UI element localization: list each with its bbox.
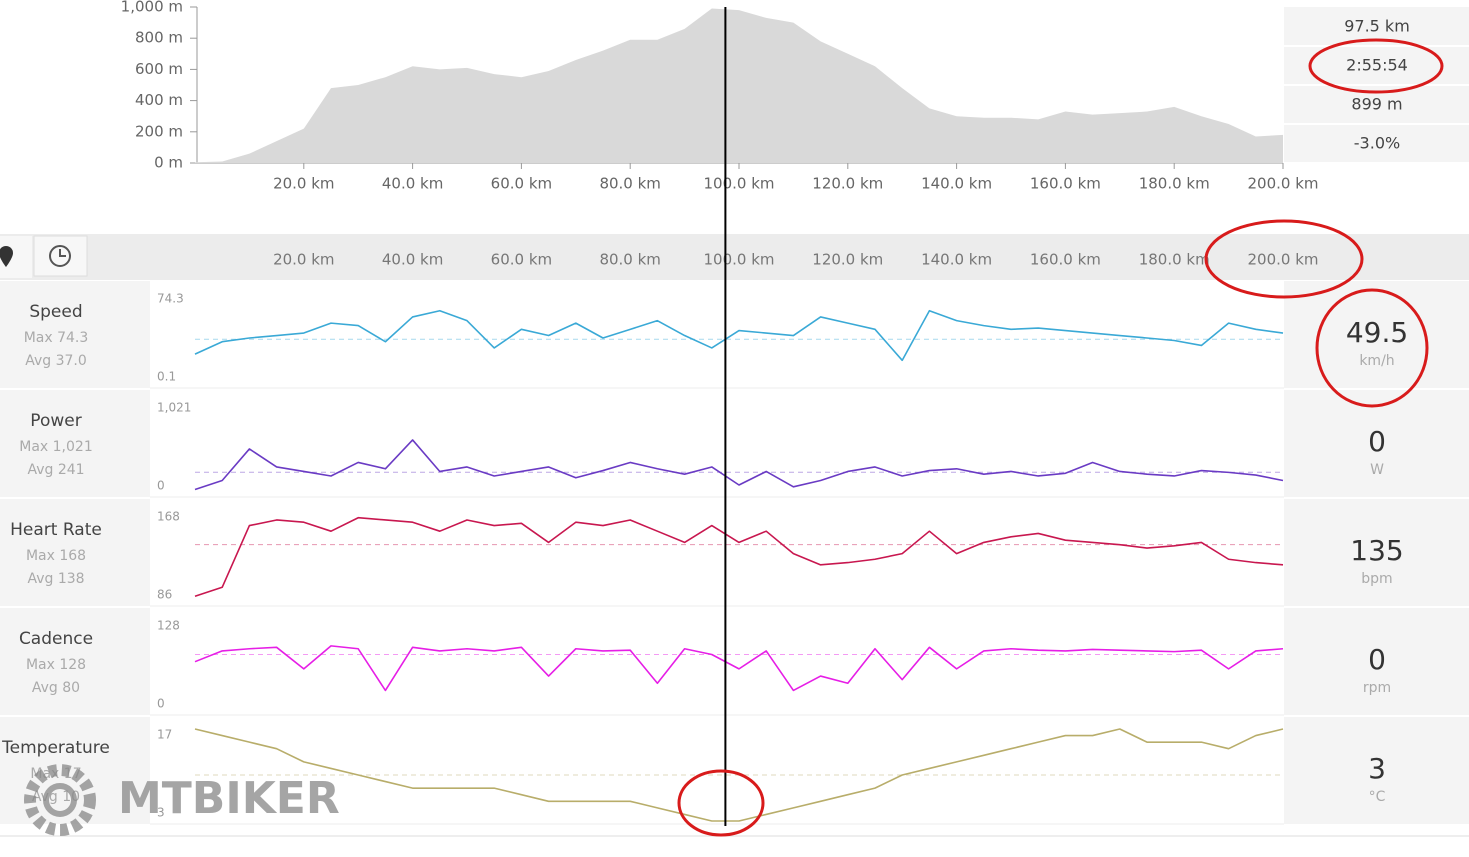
stream-line xyxy=(194,645,1284,692)
annotation-circle xyxy=(1204,219,1364,299)
row-max: Max 74.3 xyxy=(24,330,89,346)
watermark-gear-hub xyxy=(43,783,77,817)
row-label-panel xyxy=(0,281,150,388)
x-tick-label: 160.0 km xyxy=(1030,251,1101,269)
axis-bar xyxy=(0,234,1469,280)
y-tick-label: 86 xyxy=(157,588,172,602)
row-label-panel xyxy=(0,390,150,497)
clock-hands xyxy=(59,249,66,257)
stat-elevation: 899 m xyxy=(1351,95,1402,114)
stream-line xyxy=(194,439,1284,491)
x-tick-label: 100.0 km xyxy=(703,251,774,269)
stream-line xyxy=(194,516,1284,598)
current-value: 3 xyxy=(1368,752,1386,785)
row-avg: Avg 37.0 xyxy=(25,353,87,369)
x-tick-label: 200.0 km xyxy=(1247,175,1318,193)
row-label-panel xyxy=(0,499,150,606)
y-tick-label: 0.1 xyxy=(157,370,176,384)
elevation-area xyxy=(195,8,1283,164)
row-max: Max 168 xyxy=(26,548,86,564)
x-tick-label: 20.0 km xyxy=(273,251,334,269)
stream-line xyxy=(194,728,1284,822)
row-title: Power xyxy=(30,411,81,431)
current-unit: bpm xyxy=(1361,571,1392,587)
x-tick-label: 140.0 km xyxy=(921,251,992,269)
row-title: Temperature xyxy=(1,738,110,758)
y-tick-label: 128 xyxy=(157,619,180,633)
y-tick-label: 3 xyxy=(157,806,165,820)
annotation-circle xyxy=(677,769,765,837)
y-tick-label: 800 m xyxy=(135,29,183,47)
x-tick-label: 20.0 km xyxy=(273,175,334,193)
x-tick-label: 80.0 km xyxy=(599,251,660,269)
current-unit: rpm xyxy=(1363,680,1391,696)
x-tick-label: 60.0 km xyxy=(491,175,552,193)
annotations xyxy=(677,38,1444,837)
current-unit: km/h xyxy=(1359,353,1394,369)
row-avg: Avg 241 xyxy=(27,462,84,478)
annotation-circle xyxy=(1308,38,1444,94)
current-unit: °C xyxy=(1369,789,1386,805)
current-value: 0 xyxy=(1368,643,1386,676)
row-title: Speed xyxy=(29,302,82,322)
x-tick-label: 200.0 km xyxy=(1247,251,1318,269)
watermark-gear xyxy=(24,764,96,836)
annotation-circle xyxy=(1315,288,1429,408)
y-tick-label: 0 xyxy=(157,479,165,493)
current-value: 49.5 xyxy=(1346,316,1408,349)
x-tick-label: 100.0 km xyxy=(703,175,774,193)
current-unit: W xyxy=(1370,462,1384,478)
x-tick-label: 140.0 km xyxy=(921,175,992,193)
row-max: Max 1,021 xyxy=(19,439,92,455)
row-title: Heart Rate xyxy=(10,520,102,540)
row-avg: Avg 80 xyxy=(32,680,80,696)
row-value-panel xyxy=(1284,499,1469,606)
stat-distance: 97.5 km xyxy=(1344,17,1410,36)
y-tick-label: 1,021 xyxy=(157,401,191,415)
x-tick-label: 40.0 km xyxy=(382,251,443,269)
x-tick-label: 80.0 km xyxy=(599,175,660,193)
y-tick-label: 400 m xyxy=(135,91,183,109)
row-max: Max 128 xyxy=(26,657,86,673)
watermark-text: MTBIKER xyxy=(118,773,340,824)
row-value-panel xyxy=(1284,717,1469,824)
y-tick-label: 168 xyxy=(157,510,180,524)
x-tick-label: 120.0 km xyxy=(812,251,883,269)
charts: 0 m 200 m 400 m 600 m 800 m 1,000 m 20.0 km 40.… xyxy=(0,0,1469,826)
y-tick-label: 1,000 m xyxy=(121,0,183,16)
current-value: 135 xyxy=(1350,534,1403,567)
y-tick-label: 0 xyxy=(157,697,165,711)
y-tick-label: 74.3 xyxy=(157,292,184,306)
y-tick-label: 17 xyxy=(157,728,172,742)
stream-line xyxy=(194,309,1284,362)
stat-time: 2:55:54 xyxy=(1346,56,1408,75)
current-value: 0 xyxy=(1368,425,1386,458)
x-tick-label: 40.0 km xyxy=(382,175,443,193)
y-tick-label: 0 m xyxy=(154,154,183,172)
x-tick-label: 60.0 km xyxy=(491,251,552,269)
row-title: Cadence xyxy=(19,629,93,649)
stat-grade: -3.0% xyxy=(1354,134,1400,153)
watermark: MTBIKER xyxy=(24,764,340,836)
row-value-panel xyxy=(1284,608,1469,715)
pin-icon xyxy=(0,246,13,267)
row-label-panel xyxy=(0,608,150,715)
x-tick-label: 180.0 km xyxy=(1139,175,1210,193)
x-tick-label: 180.0 km xyxy=(1139,251,1210,269)
x-tick-label: 160.0 km xyxy=(1030,175,1101,193)
y-tick-label: 600 m xyxy=(135,60,183,78)
x-tick-label: 120.0 km xyxy=(812,175,883,193)
clock-icon xyxy=(49,245,71,267)
row-value-panel xyxy=(1284,390,1469,497)
y-tick-label: 200 m xyxy=(135,122,183,140)
row-value-panel xyxy=(1284,281,1469,388)
row-avg: Avg 138 xyxy=(27,571,84,587)
